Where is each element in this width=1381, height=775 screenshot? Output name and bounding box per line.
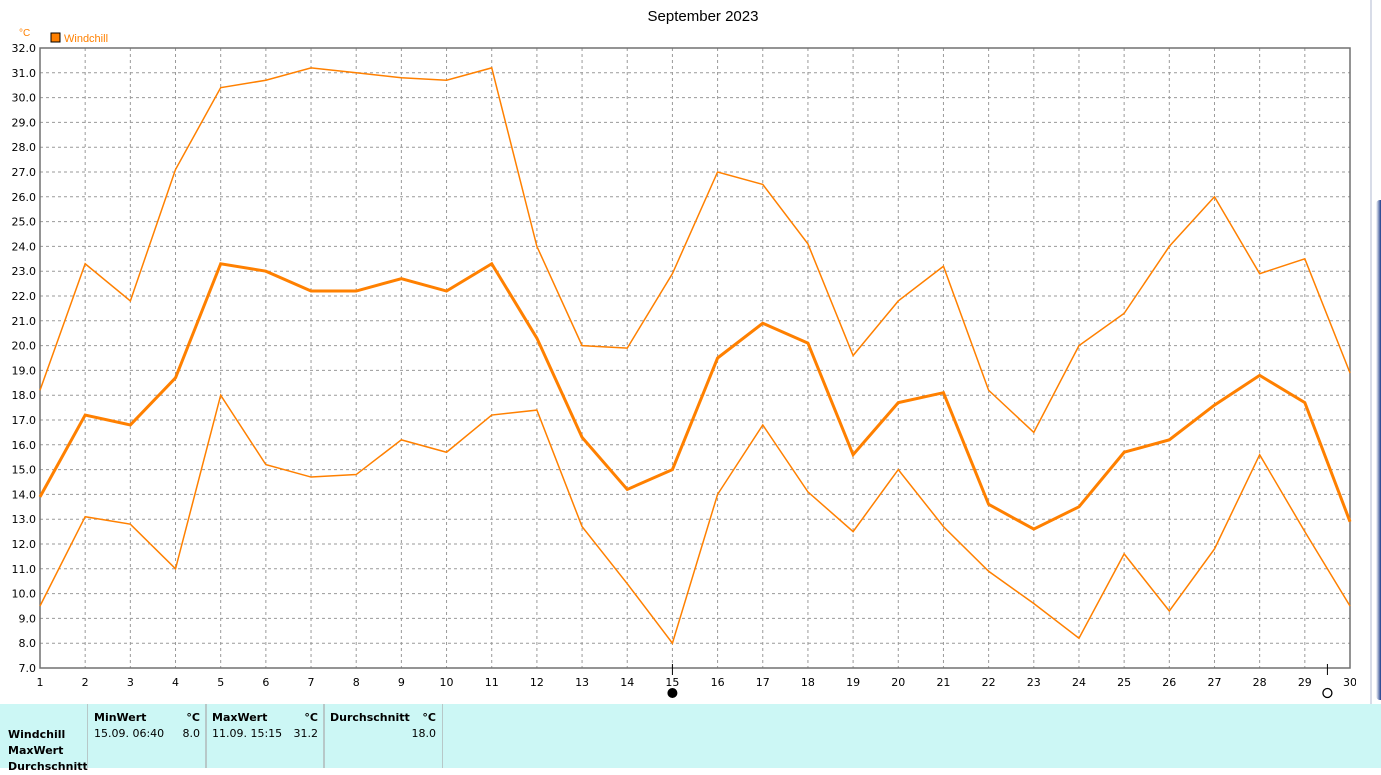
x-tick-label: 21 <box>936 676 950 689</box>
plot-background <box>40 48 1350 668</box>
x-tick-label: 25 <box>1117 676 1131 689</box>
plot-frame <box>39 47 1351 669</box>
window-edge <box>1356 0 1381 704</box>
max-timestamp: 11.09. 15:15 <box>212 727 283 740</box>
x-tick-label: 24 <box>1072 676 1086 689</box>
x-tick-label: 15 <box>665 676 679 689</box>
series-line-average <box>38 261 1352 531</box>
x-tick-label: 26 <box>1162 676 1176 689</box>
chart-area: 32.0 31.0 30.0 29.0 28.0 27.0 26.0 25.0 24.0 23.0… <box>12 8 1357 699</box>
x-tick-label: 9 <box>398 676 405 689</box>
x-tick-label: 3 <box>127 676 134 689</box>
y-tick-label: 26.0 <box>12 191 37 204</box>
y-tick-label: 13.0 <box>12 513 37 526</box>
x-tick-label: 19 <box>846 676 860 689</box>
x-tick-label: 28 <box>1253 676 1267 689</box>
legend-swatch <box>50 32 61 43</box>
max-value: 31.2 <box>293 727 319 740</box>
x-tick-label: 29 <box>1298 676 1312 689</box>
series-line-max <box>39 66 1351 434</box>
full-moon-icon <box>667 688 678 698</box>
min-value: 8.0 <box>182 727 201 740</box>
y-tick-label: 25.0 <box>12 216 37 229</box>
chart-title: September 2023 <box>648 8 759 25</box>
x-tick-label: 17 <box>756 676 770 689</box>
x-tick-label: 8 <box>353 676 360 689</box>
y-tick-label: 23.0 <box>12 265 37 278</box>
stats-column-average: Durchschnitt °C 18.0 <box>323 704 443 768</box>
x-tick-label: 10 <box>440 676 454 689</box>
legend-label: Windchill <box>64 33 108 45</box>
stats-panel: Windchill MaxWert Durchschnitt MinWert °… <box>0 704 1381 773</box>
min-header: MinWert <box>94 711 147 724</box>
y-tick-label: 14.0 <box>12 488 37 501</box>
y-tick-label: 11.0 <box>12 563 37 576</box>
x-tick-label: 22 <box>982 676 996 689</box>
series-line-min <box>39 393 1351 645</box>
x-tick-label: 7 <box>308 676 315 689</box>
y-tick-label: 30.0 <box>12 92 37 105</box>
x-tick-label: 6 <box>262 676 269 689</box>
row-label-maxwert: MaxWert <box>8 744 64 757</box>
average-unit: °C <box>422 711 436 724</box>
x-tick-label: 1 <box>37 676 44 689</box>
average-header: Durchschnitt <box>330 711 410 724</box>
row-label-durchschnitt: Durchschnitt <box>8 760 88 773</box>
x-tick-label: 13 <box>575 676 589 689</box>
x-tick-label: 12 <box>530 676 544 689</box>
x-tick-label: 5 <box>217 676 224 689</box>
y-tick-label: 27.0 <box>12 166 37 179</box>
x-tick-label: 23 <box>1027 676 1041 689</box>
y-tick-label: 21.0 <box>12 315 37 328</box>
y-tick-label: 19.0 <box>12 364 37 377</box>
edge-divider <box>1370 0 1372 704</box>
y-tick-label: 8.0 <box>19 637 37 650</box>
y-tick-label: 10.0 <box>12 588 37 601</box>
x-tick-label: 2 <box>82 676 89 689</box>
y-tick-label: 15.0 <box>12 464 37 477</box>
windchill-chart: 32.031.030.029.028.027.026.025.024.023.0… <box>12 8 1357 699</box>
min-timestamp: 15.09. 06:40 <box>94 727 165 740</box>
x-tick-label: 14 <box>620 676 634 689</box>
x-tick-label: 20 <box>891 676 905 689</box>
x-tick-label: 18 <box>801 676 815 689</box>
x-tick-label: 4 <box>172 676 179 689</box>
y-tick-label: 31.0 <box>12 67 37 80</box>
background-window-edge <box>1376 200 1381 700</box>
y-tick-label: 18.0 <box>12 389 37 402</box>
y-tick-label: 20.0 <box>12 340 37 353</box>
stats-column-min: MinWert °C 15.09. 06:40 8.0 <box>87 704 207 768</box>
y-tick-label: 22.0 <box>12 290 37 303</box>
y-tick-label: 29.0 <box>12 116 37 129</box>
new-moon-icon <box>1322 687 1333 699</box>
stats-column-max: MaxWert °C 11.09. 15:15 31.2 <box>205 704 325 768</box>
x-tick-label: 27 <box>1207 676 1221 689</box>
max-unit: °C <box>304 711 318 724</box>
y-tick-label: 28.0 <box>12 141 37 154</box>
y-tick-label: 7.0 <box>19 662 37 675</box>
y-tick-label: 17.0 <box>12 414 37 427</box>
y-tick-label: 24.0 <box>12 240 37 253</box>
y-tick-label: 32.0 <box>12 42 37 55</box>
y-tick-label: 12.0 <box>12 538 37 551</box>
max-header: MaxWert <box>212 711 268 724</box>
y-unit-label: °C <box>19 28 30 39</box>
row-label-windchill: Windchill <box>8 728 66 741</box>
average-value: 18.0 <box>411 727 437 740</box>
x-tick-label: 11 <box>485 676 499 689</box>
y-tick-label: 16.0 <box>12 439 37 452</box>
x-tick-label: 30 <box>1343 676 1357 689</box>
y-tick-label: 9.0 <box>19 612 37 625</box>
min-unit: °C <box>186 711 200 724</box>
x-tick-label: 16 <box>711 676 725 689</box>
